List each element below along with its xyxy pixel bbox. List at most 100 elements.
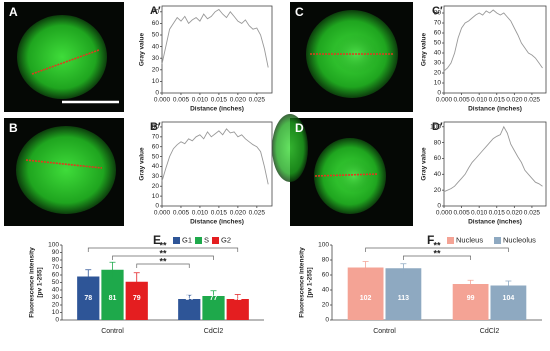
bar-count-label: 99 bbox=[467, 295, 475, 302]
significance-label: ** bbox=[159, 240, 167, 250]
bar-count-label: 78 bbox=[84, 295, 92, 302]
error-bar bbox=[400, 263, 407, 273]
y-tick-label: 20 bbox=[52, 302, 60, 309]
panel-label: A bbox=[9, 5, 18, 19]
y-tick-label: 80 bbox=[434, 10, 442, 17]
bar bbox=[490, 285, 527, 320]
cell bbox=[272, 114, 308, 182]
legend-label: G1 bbox=[182, 235, 192, 244]
legend-swatch bbox=[195, 237, 202, 244]
bar bbox=[226, 299, 249, 320]
y-tick-label: 60 bbox=[52, 272, 60, 279]
y-tick-label: 30 bbox=[434, 60, 442, 67]
x-tick-label: 0.025 bbox=[524, 210, 541, 217]
profile-line bbox=[443, 9, 543, 72]
x-tick-label: 0.005 bbox=[453, 210, 470, 217]
bar-count-label: 104 bbox=[503, 295, 515, 302]
panel-label: B bbox=[9, 121, 18, 135]
x-tick-label: Control bbox=[101, 328, 124, 335]
y-tick-label: 0 bbox=[325, 317, 329, 324]
y-tick-label: 60 bbox=[434, 30, 442, 37]
profile-line bbox=[443, 125, 543, 193]
bar-count-label: 79 bbox=[133, 295, 141, 302]
y-axis-label: Fluorescence intensity bbox=[299, 247, 306, 318]
x-axis-label: Distance (inches) bbox=[468, 219, 522, 226]
y-axis-label: Gray value bbox=[139, 32, 146, 66]
profile-line bbox=[314, 173, 379, 177]
y-tick-label: 40 bbox=[322, 287, 330, 294]
y-tick-label: 0 bbox=[437, 90, 441, 97]
bar bbox=[347, 267, 384, 320]
cell bbox=[17, 15, 107, 99]
y-tick-label: 0 bbox=[155, 90, 159, 97]
panel-label: D′ bbox=[432, 121, 443, 133]
x-tick-label: 0.000 bbox=[436, 97, 453, 104]
micrograph: A bbox=[4, 2, 124, 112]
legend-label: G2 bbox=[221, 235, 231, 244]
y-tick-label: 70 bbox=[152, 134, 160, 141]
profile-line bbox=[161, 128, 269, 185]
bar-count-label: 82 bbox=[234, 295, 242, 302]
panel-label: C bbox=[295, 5, 304, 19]
y-tick-label: 50 bbox=[434, 40, 442, 47]
x-tick-label: 0.010 bbox=[471, 210, 488, 217]
y-tick-label: 80 bbox=[152, 124, 160, 131]
x-tick-label: 0.010 bbox=[471, 97, 488, 104]
y-tick-label: 40 bbox=[434, 50, 442, 57]
legend-swatch bbox=[494, 237, 501, 244]
plot-frame bbox=[161, 5, 273, 94]
x-tick-label: 0.000 bbox=[436, 210, 453, 217]
y-tick-label: 60 bbox=[152, 20, 160, 27]
profile-line bbox=[25, 159, 103, 169]
panel-label: D bbox=[295, 121, 304, 135]
x-tick-label: 0.010 bbox=[192, 97, 209, 104]
y-tick-label: 20 bbox=[152, 183, 160, 190]
y-tick-label: 40 bbox=[152, 43, 160, 50]
y-tick-label: 30 bbox=[152, 55, 160, 62]
y-tick-label: 100 bbox=[430, 123, 441, 130]
significance-bracket bbox=[87, 247, 239, 252]
error-bar bbox=[186, 294, 193, 303]
bar bbox=[101, 269, 124, 320]
y-tick-label: 80 bbox=[434, 139, 442, 146]
bar-count-label: 84 bbox=[185, 295, 193, 302]
x-tick-label: 0.020 bbox=[506, 210, 523, 217]
significance-label: ** bbox=[433, 240, 441, 250]
micrograph: D bbox=[272, 114, 413, 226]
y-tick-label: 60 bbox=[152, 143, 160, 150]
bar-count-label: 77 bbox=[210, 295, 218, 302]
legend-swatch bbox=[173, 237, 180, 244]
x-tick-label: 0.020 bbox=[506, 97, 523, 104]
y-tick-label: 0 bbox=[155, 203, 159, 210]
legend-label: S bbox=[204, 235, 209, 244]
panel-label: A′ bbox=[150, 5, 161, 17]
error-bar bbox=[362, 261, 369, 274]
y-tick-label: 60 bbox=[434, 155, 442, 162]
y-tick-label: 40 bbox=[434, 171, 442, 178]
significance-label: ** bbox=[159, 256, 167, 266]
cell bbox=[16, 126, 116, 214]
x-tick-label: 0.015 bbox=[211, 97, 228, 104]
x-tick-label: 0.005 bbox=[173, 97, 190, 104]
plot-frame bbox=[443, 121, 547, 207]
y-tick-label: 20 bbox=[434, 70, 442, 77]
y-tick-label: 50 bbox=[152, 32, 160, 39]
micrograph: C bbox=[290, 2, 413, 112]
significance-bracket bbox=[365, 247, 509, 252]
legend-label: Nucleus bbox=[456, 235, 483, 244]
y-axis-label: Gray value bbox=[421, 147, 428, 181]
y-tick-label: 80 bbox=[52, 257, 60, 264]
y-tick-label: 20 bbox=[322, 302, 330, 309]
x-tick-label: CdCl2 bbox=[204, 328, 224, 335]
micrograph: B bbox=[4, 118, 124, 226]
y-tick-label: 10 bbox=[152, 193, 160, 200]
y-tick-label: 100 bbox=[318, 242, 329, 249]
x-tick-label: 0.000 bbox=[154, 210, 171, 217]
error-bar bbox=[467, 279, 474, 288]
legend-swatch bbox=[212, 237, 219, 244]
plot-frame bbox=[161, 121, 273, 207]
y-tick-label: 60 bbox=[322, 272, 330, 279]
x-tick-label: 0.020 bbox=[230, 97, 247, 104]
y-tick-label: 0 bbox=[437, 203, 441, 210]
significance-label: ** bbox=[433, 248, 441, 258]
